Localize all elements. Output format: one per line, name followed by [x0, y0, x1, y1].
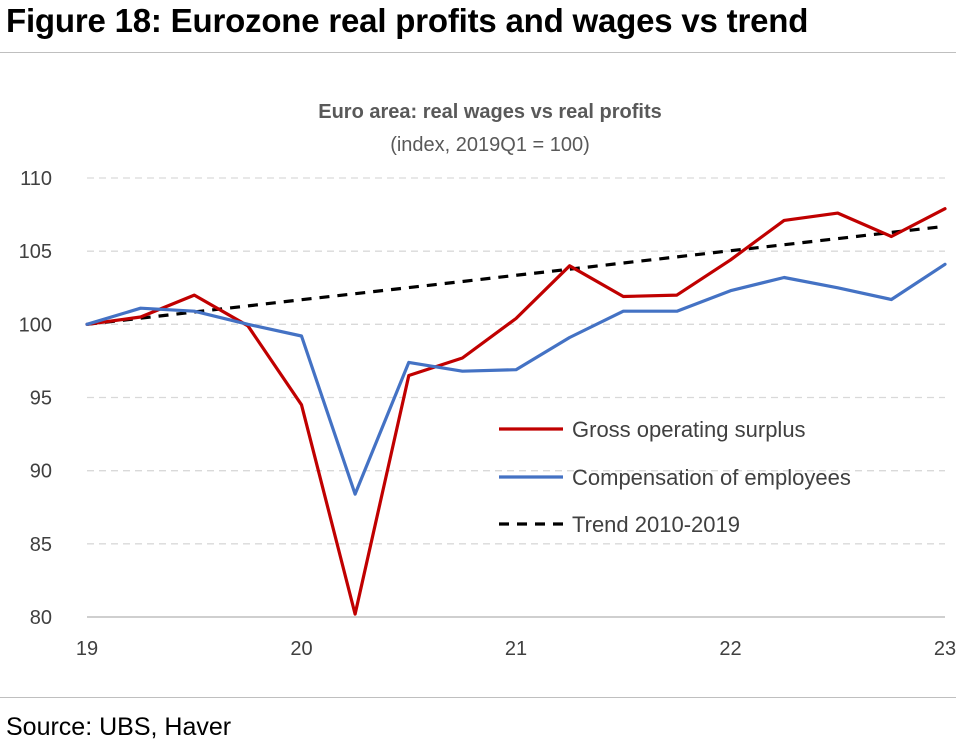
y-axis-ticks: 80 85 90 95 100 105 110 — [19, 168, 52, 629]
top-divider — [0, 52, 956, 53]
legend: Gross operating surplus Compensation of e… — [499, 417, 851, 537]
x-tick-label: 22 — [719, 638, 741, 660]
y-tick-label: 80 — [30, 607, 52, 629]
chart-subtitle: (index, 2019Q1 = 100) — [390, 134, 590, 156]
x-axis-ticks: 19 20 21 22 23 — [76, 638, 956, 660]
y-tick-label: 110 — [20, 168, 52, 190]
chart-title: Euro area: real wages vs real profits — [318, 101, 662, 123]
y-tick-label: 100 — [19, 314, 52, 336]
x-tick-label: 19 — [76, 638, 98, 660]
x-tick-label: 21 — [505, 638, 527, 660]
source-note: Source: UBS, Haver — [6, 713, 232, 741]
legend-label: Gross operating surplus — [572, 417, 806, 442]
bottom-divider — [0, 697, 956, 698]
x-tick-label: 20 — [290, 638, 312, 660]
line-chart: Euro area: real wages vs real profits (i… — [19, 101, 956, 660]
y-tick-label: 105 — [19, 241, 52, 263]
legend-label: Compensation of employees — [572, 465, 851, 490]
y-tick-label: 90 — [30, 461, 52, 483]
legend-label: Trend 2010-2019 — [572, 512, 740, 537]
series-line-0 — [85, 207, 947, 616]
x-tick-label: 23 — [934, 638, 956, 660]
series-line-1 — [85, 262, 947, 496]
y-tick-label: 85 — [30, 534, 52, 556]
figure-title: Figure 18: Eurozone real profits and wag… — [6, 2, 809, 39]
series-lines — [85, 207, 947, 616]
gridlines — [87, 177, 945, 545]
series-line-2 — [86, 224, 946, 326]
y-tick-label: 95 — [30, 388, 52, 410]
